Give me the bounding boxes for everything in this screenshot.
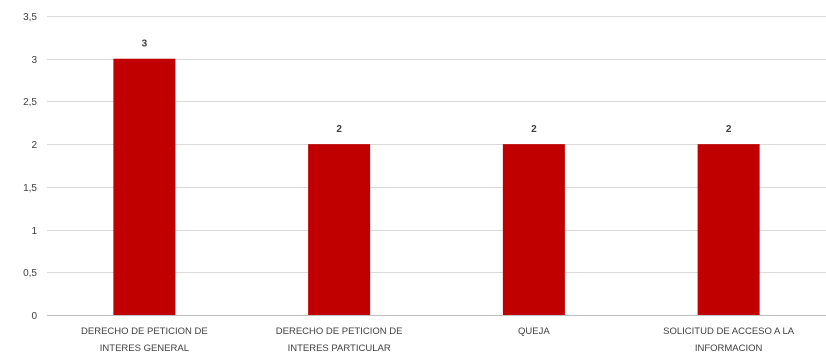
y-tick-label: 1,5: [23, 183, 37, 194]
bar: [697, 144, 760, 315]
x-category-label-line: DERECHO DE PETICION DE: [81, 326, 208, 337]
bar: [308, 144, 371, 315]
x-category-label: DERECHO DE PETICION DE INTERES PARTICULAR: [276, 326, 403, 354]
data-label: 3: [142, 39, 148, 50]
y-tick-label: 3,5: [23, 12, 37, 23]
y-tick-label: 2,5: [23, 97, 37, 108]
x-category-label: QUEJA: [518, 326, 550, 337]
x-category-label-line: INFORMACION: [695, 343, 763, 354]
x-category-label-line: QUEJA: [518, 326, 550, 337]
y-tick-label: 1: [31, 226, 37, 237]
y-tick-label: 0,5: [23, 268, 37, 279]
y-axis: 0 0,5 1 1,5 2 2,5 3 3,5: [23, 12, 37, 322]
y-tick-label: 3: [31, 55, 37, 66]
data-label: 2: [726, 124, 732, 135]
x-category-label-line: INTERES GENERAL: [100, 343, 189, 354]
bar: [113, 58, 176, 315]
y-tick-label: 0: [31, 311, 37, 322]
y-tick-label: 2: [31, 140, 37, 151]
x-category-label-line: DERECHO DE PETICION DE: [276, 326, 403, 337]
bar: [502, 144, 565, 315]
gridlines: [47, 16, 826, 316]
bars: [113, 58, 760, 315]
x-category-label: DERECHO DE PETICION DE INTERES GENERAL: [81, 326, 208, 354]
x-category-label-line: SOLICITUD DE ACCESO A LA: [663, 326, 795, 337]
x-category-label: SOLICITUD DE ACCESO A LA INFORMACION: [663, 326, 795, 354]
x-category-label-line: INTERES PARTICULAR: [288, 343, 391, 354]
data-label: 2: [336, 124, 342, 135]
data-labels: 3 2 2 2: [142, 39, 732, 135]
data-label: 2: [531, 124, 537, 135]
